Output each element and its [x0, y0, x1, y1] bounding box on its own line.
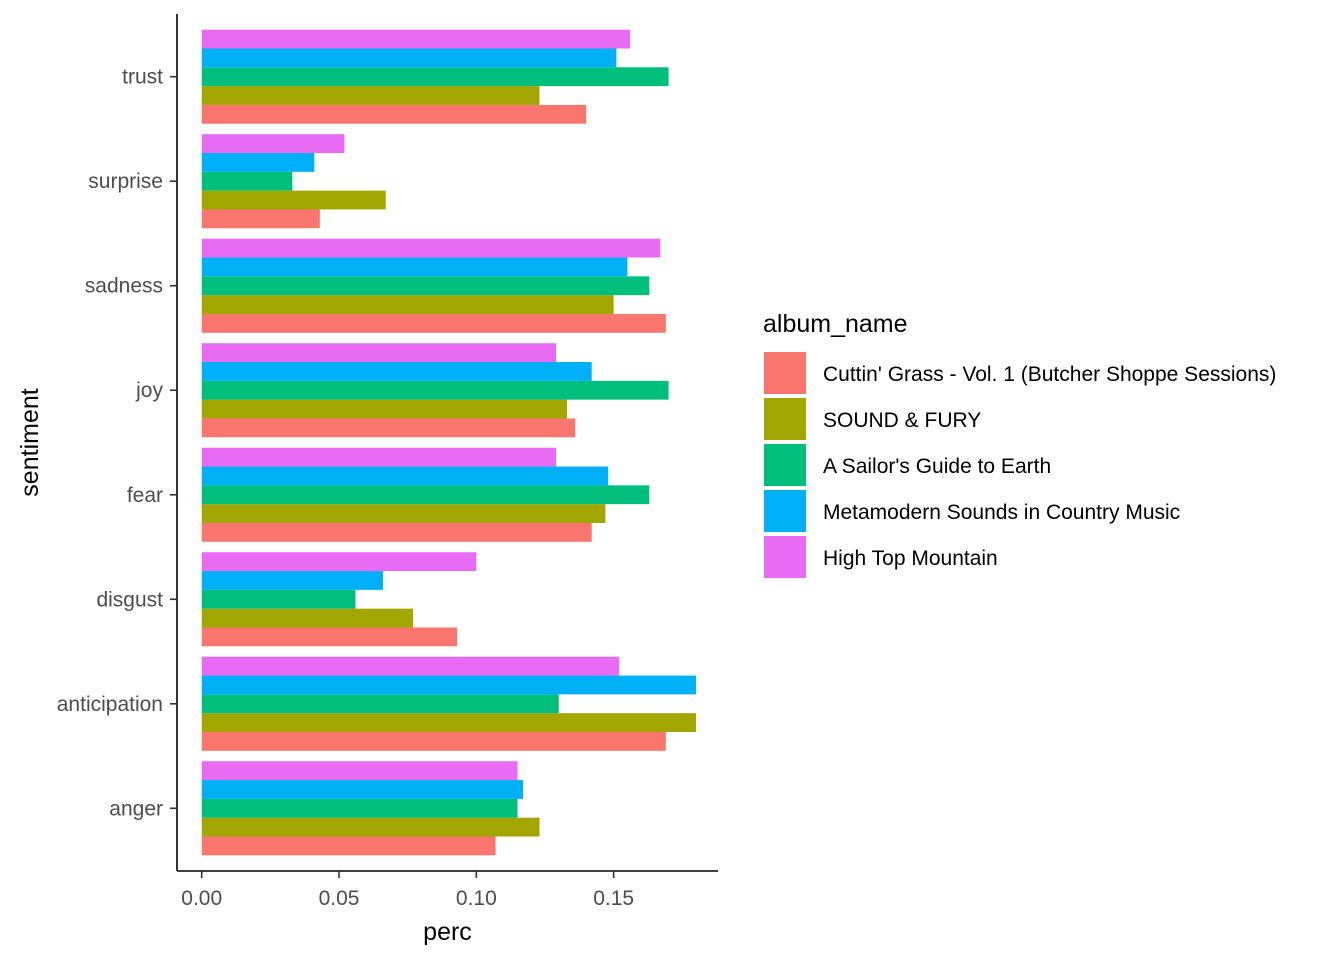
x-tick-label-1: 0.05	[319, 887, 360, 910]
legend-label-1: SOUND & FURY	[823, 409, 981, 432]
bar-trust-series-2	[201, 67, 669, 87]
x-axis-title: perc	[423, 918, 472, 946]
bar-joy-series-2	[201, 380, 669, 400]
bar-trust-series-1	[201, 86, 540, 105]
bar-anticipation-series-4	[201, 656, 620, 676]
bar-disgust-series-4	[201, 552, 477, 572]
legend-key-3	[764, 490, 806, 532]
legend-label-3: Metamodern Sounds in Country Music	[823, 501, 1180, 524]
bar-sadness-series-0	[201, 313, 666, 333]
bar-anticipation-series-3	[201, 675, 697, 695]
bar-trust-series-0	[201, 104, 587, 124]
bar-sadness-series-4	[201, 238, 661, 258]
bar-anticipation-series-1	[201, 713, 697, 732]
bar-anticipation-series-2	[201, 694, 559, 714]
bar-sadness-series-3	[201, 257, 628, 277]
bar-fear-series-1	[201, 504, 606, 523]
y-tick-label-disgust: disgust	[96, 588, 163, 611]
bar-fear-series-0	[201, 522, 592, 542]
legend-label-4: High Top Mountain	[823, 547, 998, 570]
bar-surprise-series-3	[201, 153, 315, 172]
bar-surprise-series-4	[201, 134, 345, 154]
bar-disgust-series-1	[201, 608, 414, 628]
x-tick-label-0: 0.00	[181, 887, 222, 910]
bar-surprise-series-2	[201, 171, 293, 191]
bar-trust-series-4	[201, 29, 631, 49]
bar-fear-series-4	[201, 447, 556, 467]
x-axis: 0.00 0.05 0.10 0.15	[177, 870, 718, 910]
y-tick-label-sadness: sadness	[85, 275, 163, 298]
y-tick-label-anger: anger	[109, 797, 163, 820]
bar-fear-series-3	[201, 466, 609, 486]
y-tick-label-joy: joy	[135, 379, 163, 402]
y-tick-label-surprise: surprise	[88, 170, 163, 193]
bar-joy-series-4	[201, 343, 556, 363]
bar-surprise-series-0	[201, 209, 320, 229]
legend-key-0	[764, 352, 806, 394]
bar-sadness-series-1	[201, 295, 614, 314]
x-tick-label-3: 0.15	[593, 887, 634, 910]
y-axis-title: sentiment	[16, 388, 44, 496]
bar-anger-series-4	[201, 761, 518, 781]
y-tick-label-trust: trust	[122, 66, 163, 89]
bar-anger-series-2	[201, 798, 518, 818]
legend-title: album_name	[763, 310, 908, 338]
bar-anger-series-1	[201, 817, 540, 837]
bar-disgust-series-3	[201, 571, 383, 590]
legend-key-4	[764, 536, 806, 578]
bar-anger-series-0	[201, 836, 496, 856]
bar-surprise-series-1	[201, 190, 386, 210]
bar-fear-series-2	[201, 485, 650, 505]
legend-key-1	[764, 398, 806, 440]
bars-layer	[201, 29, 697, 856]
x-tick-label-2: 0.10	[456, 887, 497, 910]
bar-disgust-series-2	[201, 589, 356, 609]
bar-joy-series-3	[201, 362, 592, 381]
bar-joy-series-1	[201, 399, 567, 419]
y-tick-label-fear: fear	[127, 484, 163, 507]
legend-key-2	[764, 444, 806, 486]
bar-joy-series-0	[201, 418, 576, 438]
y-axis: anger anticipation disgust fear joy sadness su…	[57, 14, 178, 871]
y-tick-label-anticipation: anticipation	[57, 693, 163, 716]
bar-anger-series-3	[201, 780, 524, 799]
legend-label-0: Cuttin' Grass - Vol. 1 (Butcher Shoppe S…	[823, 363, 1276, 386]
bar-disgust-series-0	[201, 627, 458, 647]
bar-sadness-series-2	[201, 276, 650, 296]
bar-trust-series-3	[201, 48, 617, 68]
bar-anticipation-series-0	[201, 731, 666, 751]
legend-label-2: A Sailor's Guide to Earth	[823, 455, 1051, 478]
legend: album_name Cuttin' Grass - Vol. 1 (Butch…	[763, 310, 1276, 578]
